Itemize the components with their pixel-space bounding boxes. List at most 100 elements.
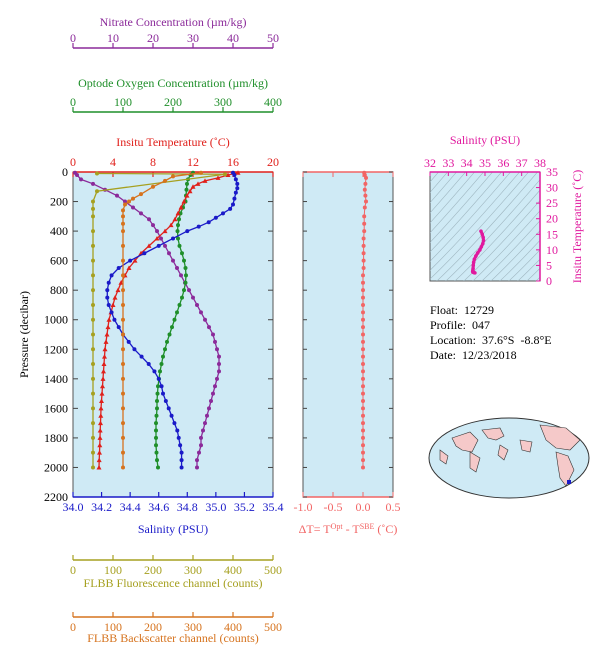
backscatter-point: [121, 391, 125, 396]
salinity-point: [105, 288, 110, 293]
nitrate-tick-label: 20: [147, 31, 159, 45]
salinity-point: [235, 186, 240, 191]
temperature-point: [106, 317, 112, 322]
nitrate-point: [151, 223, 155, 228]
oxygen-point: [172, 317, 177, 322]
dt-x-tick-label: -0.5: [324, 500, 343, 514]
nitrate-point: [217, 362, 221, 367]
fluorescence-point: [91, 302, 95, 307]
salinity-point: [179, 450, 184, 455]
oxygen-point: [175, 229, 180, 234]
nitrate-axis-title: Nitrate Concentration (µm/kg): [100, 15, 247, 29]
fluorescence-tick-label: 100: [104, 563, 122, 577]
salinity-point: [185, 229, 190, 234]
fluorescence-point: [95, 189, 99, 194]
density-contour: [430, 172, 529, 280]
ts-y-tick-label: 15: [546, 227, 558, 241]
nitrate-point: [199, 310, 203, 315]
temperature-tick-label: 20: [267, 155, 279, 169]
dt-point: [362, 229, 367, 234]
temperature-point: [190, 184, 196, 189]
density-contour: [430, 172, 457, 204]
ts-point: [479, 229, 483, 233]
temperature-point: [154, 235, 160, 241]
density-contour: [526, 267, 540, 281]
backscatter-line: [122, 172, 202, 468]
dt-point: [361, 325, 365, 330]
nitrate-point: [187, 288, 191, 293]
fluorescence-point: [91, 421, 95, 426]
salinity-axis-title: Salinity (PSU): [138, 522, 208, 536]
density-contour: [454, 189, 540, 281]
dt-point: [361, 376, 365, 381]
temperature-tick-label: 4: [110, 155, 116, 169]
oxygen-point: [154, 443, 158, 448]
temperature-point: [96, 457, 102, 463]
oxygen-point: [180, 295, 184, 300]
backscatter-point: [121, 435, 125, 440]
world-map: [428, 417, 590, 499]
oxygen-point: [156, 465, 160, 470]
fluorescence-tick-label: 300: [184, 563, 202, 577]
oxygen-point: [156, 384, 160, 389]
salinity-point: [109, 310, 114, 315]
map-land: [451, 431, 479, 453]
y-axis-label: Pressure (decibar): [17, 291, 31, 378]
nitrate-point: [201, 428, 205, 433]
density-contour: [508, 249, 540, 281]
dt-axis-title: ΔT= TOpt - TSBE (˚C): [299, 522, 398, 537]
backscatter-point: [131, 196, 135, 201]
backscatter-tick-label: 500: [264, 620, 282, 634]
fluorescence-point: [91, 214, 95, 219]
temperature-point: [175, 210, 181, 216]
dt-axis-title-sup: SBE: [360, 522, 375, 531]
nitrate-point: [163, 243, 167, 248]
temperature-point: [98, 405, 104, 411]
salinity-point: [166, 406, 171, 411]
dt-point: [361, 288, 365, 293]
fluorescence-point: [91, 376, 95, 381]
salinity-tick-label: 35.0: [205, 500, 226, 514]
location-label: Location: 37.6°S -8.8°E: [430, 333, 552, 347]
temperature-point: [105, 324, 111, 330]
fluorescence-point: [91, 243, 95, 248]
oxygen-point: [182, 288, 186, 293]
y-tick-label: 200: [50, 195, 68, 209]
profile-label: Profile: 047: [430, 318, 490, 332]
density-contour: [430, 172, 484, 234]
oxygen-point: [183, 266, 188, 271]
fluorescence-point: [91, 288, 95, 293]
dt-point: [361, 310, 365, 315]
ts-x-tick-label: 33: [442, 156, 454, 170]
dt-x-tick-label: 0.0: [356, 500, 371, 514]
fluorescence-tick-label: 500: [264, 563, 282, 577]
oxygen-tick-label: 100: [114, 95, 132, 109]
salinity-point: [139, 354, 144, 359]
oxygen-point: [154, 435, 158, 440]
temperature-point: [101, 361, 107, 367]
dt-point: [361, 421, 365, 426]
oxygen-point: [182, 258, 186, 263]
temperature-point: [178, 204, 184, 210]
ts-y-tick-label: 5: [546, 258, 552, 272]
ts-x-tick-label: 34: [461, 156, 473, 170]
salinity-point: [179, 458, 184, 463]
density-contour: [499, 239, 540, 281]
fluorescence-point: [95, 171, 99, 176]
salinity-point: [106, 302, 111, 307]
temperature-point: [235, 170, 241, 175]
temperature-point: [100, 376, 106, 381]
salinity-point: [206, 220, 211, 225]
nitrate-point: [155, 229, 159, 234]
ts-point: [481, 235, 485, 240]
fluorescence-point: [91, 317, 95, 322]
dt-point: [361, 302, 365, 307]
ts-point: [478, 248, 482, 252]
salinity-point: [233, 177, 238, 182]
density-contour: [430, 172, 448, 193]
y-tick-label: 400: [50, 224, 68, 238]
backscatter-point: [121, 208, 125, 213]
dt-x-tick-label: -1.0: [294, 500, 313, 514]
backscatter-axis-title: FLBB Backscatter channel (counts): [87, 631, 259, 645]
backscatter-point: [121, 406, 125, 411]
